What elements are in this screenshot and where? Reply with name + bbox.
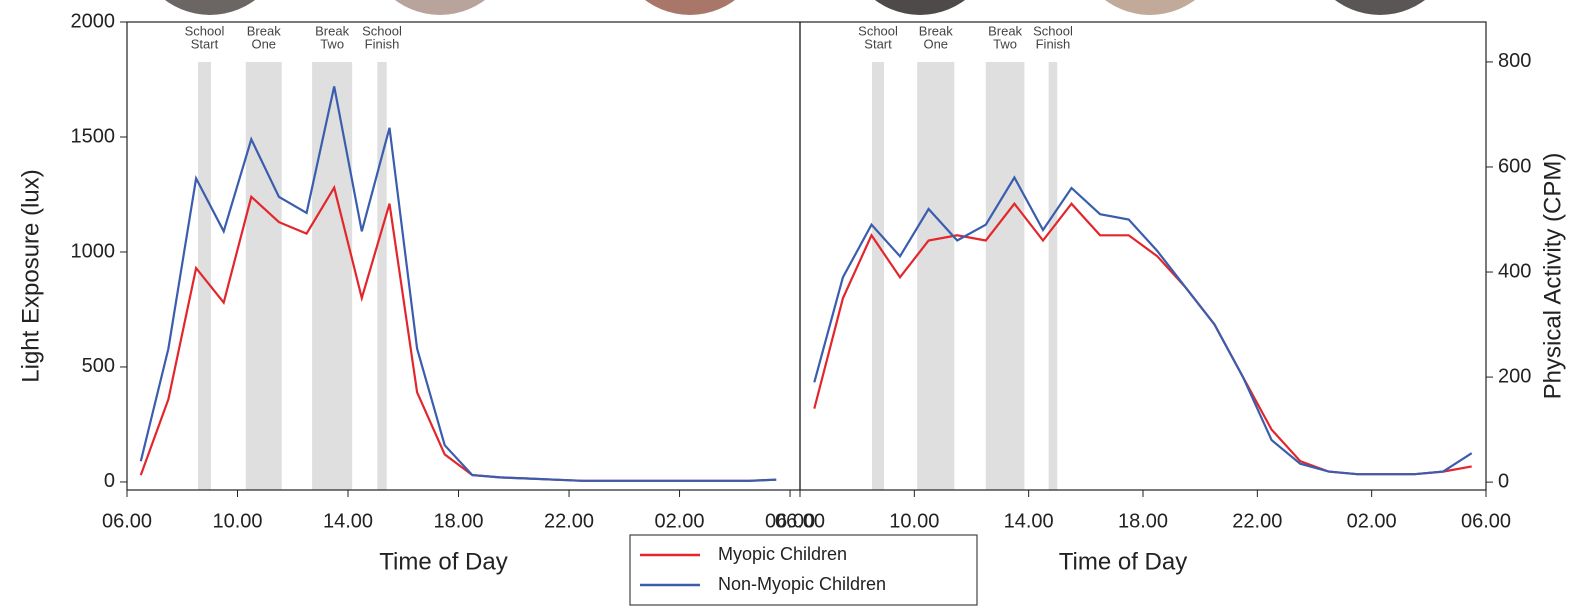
y-axis-label: Light Exposure (lux) bbox=[17, 169, 44, 382]
y-tick-label: 0 bbox=[104, 470, 115, 492]
x-tick-label: 02.00 bbox=[1347, 510, 1397, 532]
legend-label: Myopic Children bbox=[718, 544, 847, 564]
x-tick-label: 06.00 bbox=[1461, 510, 1511, 532]
photo bbox=[645, 0, 735, 15]
series-line bbox=[139, 86, 777, 482]
y-tick-label: 2000 bbox=[71, 10, 116, 32]
period-label: Two bbox=[320, 36, 344, 51]
period-label: Break bbox=[919, 23, 953, 38]
period-label: Break bbox=[988, 23, 1022, 38]
period-label: School bbox=[185, 23, 225, 38]
x-tick-label: 22.00 bbox=[1232, 510, 1282, 532]
period-band bbox=[198, 62, 211, 490]
x-tick-label: 18.00 bbox=[1118, 510, 1168, 532]
y-tick-label: 500 bbox=[82, 355, 115, 377]
legend: Myopic Children Non-Myopic Children bbox=[629, 534, 978, 606]
photo bbox=[1105, 0, 1195, 15]
period-band bbox=[985, 62, 1025, 490]
plot-frame bbox=[126, 21, 801, 491]
photo bbox=[875, 0, 965, 15]
legend-box bbox=[629, 534, 978, 606]
y-tick-label: 600 bbox=[1498, 155, 1531, 177]
period-band bbox=[245, 62, 282, 490]
period-band bbox=[312, 62, 353, 490]
period-label: Break bbox=[315, 23, 349, 38]
x-tick-label: 06.00 bbox=[775, 510, 825, 532]
period-label: One bbox=[923, 36, 948, 51]
x-tick-label: 14.00 bbox=[323, 510, 373, 532]
y-axis-label: Physical Activity (CPM) bbox=[1539, 153, 1566, 400]
period-label: Finish bbox=[365, 36, 400, 51]
photo bbox=[1335, 0, 1425, 15]
y-tick-label: 1500 bbox=[71, 125, 116, 147]
period-label: Start bbox=[191, 36, 219, 51]
x-tick-label: 02.00 bbox=[655, 510, 705, 532]
y-tick-label: 200 bbox=[1498, 365, 1531, 387]
x-tick-label: 10.00 bbox=[212, 510, 262, 532]
period-label: School bbox=[858, 23, 898, 38]
x-axis-label: Time of Day bbox=[379, 548, 507, 575]
series-line bbox=[813, 201, 1472, 476]
y-tick-label: 0 bbox=[1498, 470, 1509, 492]
y-tick-label: 800 bbox=[1498, 50, 1531, 72]
x-tick-label: 10.00 bbox=[889, 510, 939, 532]
y-tick-label: 400 bbox=[1498, 260, 1531, 282]
period-label: Start bbox=[864, 36, 892, 51]
photo bbox=[395, 0, 485, 15]
photo bbox=[165, 0, 255, 15]
x-tick-label: 22.00 bbox=[544, 510, 594, 532]
x-tick-label: 06.00 bbox=[765, 510, 815, 532]
period-band bbox=[377, 62, 387, 490]
x-axis-label: Time of Day bbox=[1059, 548, 1187, 575]
legend-label: Non-Myopic Children bbox=[718, 574, 886, 594]
plot-frame bbox=[799, 21, 1487, 491]
x-tick-label: 06.00 bbox=[102, 510, 152, 532]
x-tick-label: 18.00 bbox=[433, 510, 483, 532]
series-line bbox=[813, 175, 1473, 476]
period-label: School bbox=[1033, 23, 1073, 38]
period-band bbox=[1048, 62, 1058, 490]
period-label: One bbox=[251, 36, 276, 51]
photo-strip bbox=[165, 0, 1425, 15]
period-band bbox=[917, 62, 955, 490]
period-band bbox=[872, 62, 885, 490]
series-line bbox=[139, 184, 777, 482]
period-label: Two bbox=[993, 36, 1017, 51]
x-tick-label: 14.00 bbox=[1004, 510, 1054, 532]
period-label: Break bbox=[247, 23, 281, 38]
period-label: School bbox=[362, 23, 402, 38]
y-tick-label: 1000 bbox=[71, 240, 116, 262]
period-label: Finish bbox=[1036, 36, 1071, 51]
